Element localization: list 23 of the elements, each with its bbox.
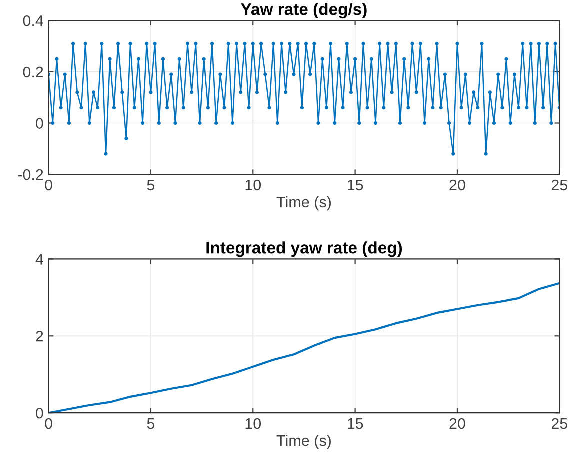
x-tick-label: 5 xyxy=(147,180,155,191)
chart-title: Yaw rate (deg/s) xyxy=(241,3,367,19)
x-tick-label: 25 xyxy=(552,418,568,430)
x-tick-label: 25 xyxy=(552,180,568,191)
x-tick-label: 20 xyxy=(450,180,466,191)
x-tick-label: 0 xyxy=(45,418,52,430)
x-tick-label: 5 xyxy=(147,418,155,430)
x-tick-label: 10 xyxy=(246,418,262,430)
y-tick-label: 0 xyxy=(36,408,44,419)
y-tick-label: 0 xyxy=(36,118,44,129)
y-tick-label: 0.2 xyxy=(23,66,44,78)
x-tick-label: 0 xyxy=(45,180,52,191)
y-tick-label: 4 xyxy=(36,254,44,265)
x-tick-label: 20 xyxy=(450,418,466,430)
y-tick-label: 0.4 xyxy=(23,16,44,26)
y-tick-label: -0.2 xyxy=(18,169,44,180)
x-tick-label: 15 xyxy=(348,180,364,191)
y-tick-label: 2 xyxy=(36,331,44,342)
chart-title: Integrated yaw rate (deg) xyxy=(206,242,402,258)
x-axis-title: Time (s) xyxy=(276,434,331,450)
x-tick-label: 15 xyxy=(348,418,364,430)
x-tick-label: 10 xyxy=(246,180,262,191)
x-axis-title: Time (s) xyxy=(276,196,331,211)
